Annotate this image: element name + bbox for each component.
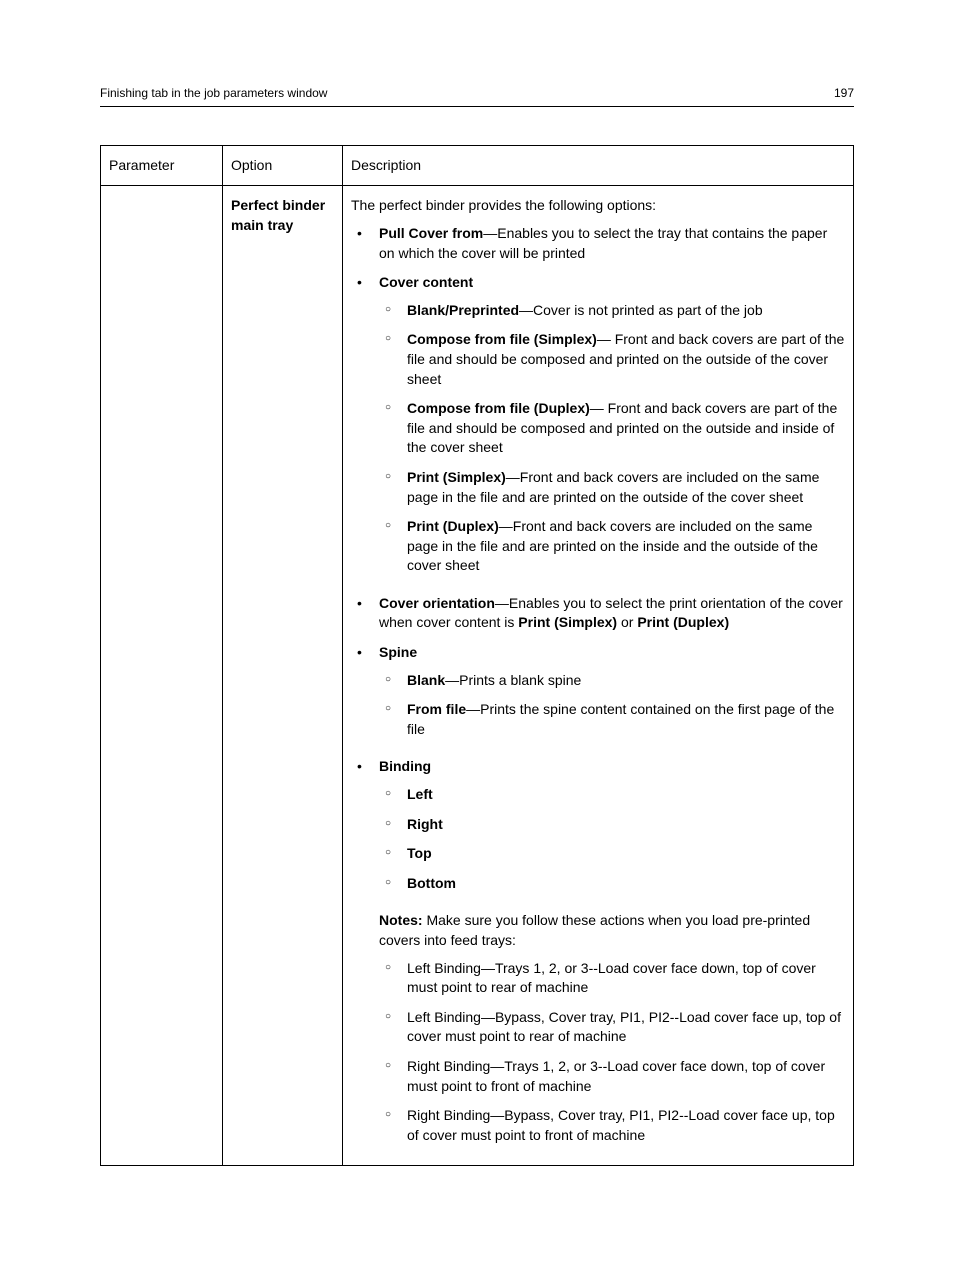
- cover-content-sublist: Blank/Preprinted—Cover is not printed as…: [379, 301, 845, 576]
- binding-label: Binding: [379, 758, 431, 774]
- cover-orientation-label: Cover orientation: [379, 595, 495, 611]
- cell-parameter: [101, 186, 223, 1166]
- header-title: Finishing tab in the job parameters wind…: [100, 85, 327, 102]
- sub-item: From file—Prints the spine content conta…: [397, 700, 845, 739]
- binding-item: Binding Left Right Top Bottom: [369, 757, 845, 893]
- cover-content-item: Cover content Blank/Preprinted—Cover is …: [369, 273, 845, 576]
- spine-label: Spine: [379, 644, 417, 660]
- cell-option: Perfect binder main tray: [223, 186, 343, 1166]
- pull-cover-item: Pull Cover from—Enables you to select th…: [369, 224, 845, 263]
- sub-item: Compose from file (Duplex)— Front and ba…: [397, 399, 845, 458]
- sub-item: Print (Duplex)—Front and back covers are…: [397, 517, 845, 576]
- spine-sublist: Blank—Prints a blank spine From file—Pri…: [379, 671, 845, 740]
- sub-item: Print (Simplex)—Front and back covers ar…: [397, 468, 845, 507]
- cover-content-label: Cover content: [379, 274, 473, 290]
- page-header: Finishing tab in the job parameters wind…: [100, 85, 854, 107]
- notes-label: Notes:: [379, 912, 423, 928]
- notes-desc: Make sure you follow these actions when …: [379, 912, 810, 948]
- notes-item: Right Binding—Bypass, Cover tray, PI1, P…: [397, 1106, 845, 1145]
- sub-item: Blank/Preprinted—Cover is not printed as…: [397, 301, 845, 321]
- notes-block: Notes: Make sure you follow these action…: [379, 911, 845, 1145]
- notes-list: Left Binding—Trays 1, 2, or 3--Load cove…: [379, 959, 845, 1146]
- column-header-option: Option: [223, 145, 343, 186]
- notes-item: Right Binding—Trays 1, 2, or 3--Load cov…: [397, 1057, 845, 1096]
- options-list: Pull Cover from—Enables you to select th…: [351, 224, 845, 893]
- notes-item: Left Binding—Trays 1, 2, or 3--Load cove…: [397, 959, 845, 998]
- intro-text: The perfect binder provides the followin…: [351, 196, 845, 216]
- option-text: Perfect binder main tray: [231, 197, 325, 233]
- header-page-number: 197: [834, 85, 854, 102]
- sub-item: Compose from file (Simplex)— Front and b…: [397, 330, 845, 389]
- sub-item: Top: [397, 844, 845, 864]
- spine-item: Spine Blank—Prints a blank spine From fi…: [369, 643, 845, 739]
- pull-cover-label: Pull Cover from: [379, 225, 483, 241]
- sub-item: Bottom: [397, 874, 845, 894]
- column-header-parameter: Parameter: [101, 145, 223, 186]
- sub-item: Blank—Prints a blank spine: [397, 671, 845, 691]
- cell-description: The perfect binder provides the followin…: [343, 186, 854, 1166]
- column-header-description: Description: [343, 145, 854, 186]
- table-header-row: Parameter Option Description: [101, 145, 854, 186]
- notes-item: Left Binding—Bypass, Cover tray, PI1, PI…: [397, 1008, 845, 1047]
- cover-orientation-item: Cover orientation—Enables you to select …: [369, 594, 845, 633]
- sub-item: Left: [397, 785, 845, 805]
- sub-item: Right: [397, 815, 845, 835]
- binding-sublist: Left Right Top Bottom: [379, 785, 845, 893]
- parameters-table: Parameter Option Description Perfect bin…: [100, 145, 854, 1167]
- table-row: Perfect binder main tray The perfect bin…: [101, 186, 854, 1166]
